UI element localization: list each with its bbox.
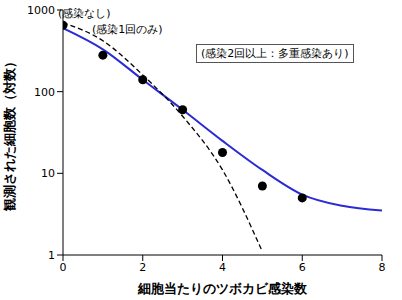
svg-text:8: 8	[379, 261, 386, 274]
svg-text:細胞当たりのツボカビ感染数: 細胞当たりのツボカビ感染数	[137, 281, 308, 296]
html-text:(感染2回以上：多重感染あり): (感染2回以上：多重感染あり)	[201, 47, 349, 60]
svg-text:1: 1	[48, 249, 55, 262]
html-text:(感染なし): (感染なし)	[58, 7, 111, 20]
svg-text:2: 2	[139, 261, 146, 274]
svg-text:100: 100	[34, 86, 55, 99]
svg-text:0: 0	[60, 261, 67, 274]
svg-text:4: 4	[219, 261, 226, 274]
html-text:(感染1回のみ): (感染1回のみ)	[92, 23, 163, 36]
svg-text:6: 6	[299, 261, 306, 274]
svg-text:1000: 1000	[27, 4, 55, 17]
svg-text:10: 10	[41, 167, 55, 180]
svg-text:観測された細胞数（対数）: 観測された細胞数（対数）	[8, 55, 17, 212]
